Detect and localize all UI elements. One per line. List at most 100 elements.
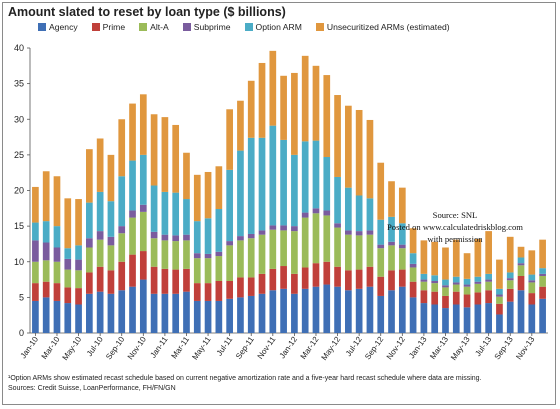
bar-segment-option-arm xyxy=(183,199,190,235)
bar-segment-unsecuritized-arms-estimated xyxy=(237,100,244,151)
bar-segment-agency xyxy=(496,314,503,333)
legend-swatch-alt-a xyxy=(139,23,148,31)
bar-segment-prime xyxy=(388,270,395,291)
bar-segment-subprime xyxy=(377,244,385,249)
bar-segment-agency xyxy=(150,293,158,333)
bar-segment-unsecuritized-arms-estimated xyxy=(334,95,341,177)
bar-segment-alt-a xyxy=(355,235,363,270)
bar-segment-option-arm xyxy=(96,191,104,232)
bar-segment-option-arm xyxy=(528,274,536,281)
bar-segment-agency xyxy=(32,300,39,333)
bar-segment-alt-a xyxy=(312,213,320,264)
bar-segment-agency xyxy=(528,304,536,333)
bar-segment-option-arm xyxy=(258,137,266,231)
y-tick-label: 15 xyxy=(14,221,24,231)
x-tick-label: Jan-12 xyxy=(278,335,300,361)
bar-segment-prime xyxy=(539,286,546,299)
bar-segment-prime xyxy=(96,266,104,292)
y-tick-label: 40 xyxy=(14,43,24,53)
footnote-option-arm: ¹Option ARMs show estimated recast sched… xyxy=(8,375,482,382)
bar-segment-unsecuritized-arms-estimated xyxy=(528,250,536,275)
bar-segment-prime xyxy=(323,261,331,285)
bar-segment-subprime xyxy=(107,236,115,246)
bar-segment-subprime xyxy=(452,282,460,285)
bar-segment-agency xyxy=(226,298,233,333)
x-tick-label: Jan-10 xyxy=(19,335,41,361)
bar-segment-alt-a xyxy=(539,276,546,287)
bar-segment-subprime xyxy=(323,210,331,216)
x-tick-label: Nov-11 xyxy=(256,335,278,361)
y-tick-label: 30 xyxy=(14,114,24,124)
bar-segment-alt-a xyxy=(247,238,255,278)
bar-segment-agency xyxy=(366,286,374,333)
bar-segment-unsecuritized-arms-estimated xyxy=(247,80,255,138)
bar-segment-option-arm xyxy=(355,195,363,232)
bar-segment-option-arm xyxy=(463,278,471,285)
bar-segment-unsecuritized-arms-estimated xyxy=(506,236,514,273)
bar-segment-prime xyxy=(258,273,266,294)
bar-segment-alt-a xyxy=(150,238,158,267)
bar-segment-agency xyxy=(247,295,255,333)
chart-frame xyxy=(2,2,556,405)
y-tick-label: 5 xyxy=(19,292,24,302)
legend-item-agency: Agency xyxy=(38,22,78,32)
bar-segment-prime xyxy=(377,276,385,296)
bar-segment-alt-a xyxy=(345,234,352,271)
bar-segment-unsecuritized-arms-estimated xyxy=(345,105,352,188)
x-tick-label: Mar-10 xyxy=(40,335,62,361)
bar-segment-alt-a xyxy=(64,269,72,288)
bar-segment-unsecuritized-arms-estimated xyxy=(172,124,180,193)
bar-segment-alt-a xyxy=(193,258,201,284)
legend-label-subprime: Subprime xyxy=(193,22,231,32)
x-tick-label: Sep-11 xyxy=(234,335,256,361)
bar-segment-alt-a xyxy=(398,248,406,270)
legend-item-prime: Prime xyxy=(91,22,125,32)
bar-segment-alt-a xyxy=(506,280,514,289)
legend-swatch-subprime xyxy=(182,23,191,31)
bar-segment-subprime xyxy=(280,225,287,231)
bar-segment-unsecuritized-arms-estimated xyxy=(388,181,395,217)
bar-segment-alt-a xyxy=(463,286,471,295)
bar-segment-alt-a xyxy=(75,270,82,289)
bar-segment-subprime xyxy=(204,253,212,259)
bar-segment-agency xyxy=(506,301,514,333)
bar-segment-subprime xyxy=(215,251,223,257)
chart-legend: Agency Prime Alt-A Subprime Option ARM U… xyxy=(38,22,450,32)
bar-segment-unsecuritized-arms-estimated xyxy=(431,241,439,276)
bar-segment-option-arm xyxy=(388,216,395,242)
bar-segment-unsecuritized-arms-estimated xyxy=(75,199,82,246)
legend-label-option-arm: Option ARM xyxy=(255,22,302,32)
bar-segment-prime xyxy=(485,290,492,304)
footnote-sources: Sources: Credit Suisse, LoanPerformance,… xyxy=(8,385,176,392)
legend-item-subprime: Subprime xyxy=(182,22,231,32)
bar-segment-prime xyxy=(442,295,449,309)
bar-segment-subprime xyxy=(496,294,503,297)
bar-segment-alt-a xyxy=(86,247,93,273)
bar-segment-alt-a xyxy=(301,217,309,268)
bar-segment-option-arm xyxy=(377,219,385,245)
bar-segment-prime xyxy=(409,281,417,298)
x-tick-label: Mar-12 xyxy=(299,335,321,361)
bar-segment-unsecuritized-arms-estimated xyxy=(452,239,460,277)
bar-segment-option-arm xyxy=(53,226,61,248)
bar-segment-prime xyxy=(139,251,147,280)
bar-segment-subprime xyxy=(258,230,266,235)
bar-segment-alt-a xyxy=(215,256,223,281)
bar-segment-alt-a xyxy=(496,296,503,304)
bar-segment-agency xyxy=(237,297,244,333)
bar-segment-unsecuritized-arms-estimated xyxy=(442,247,449,280)
bar-segment-unsecuritized-arms-estimated xyxy=(193,174,201,222)
bar-segment-unsecuritized-arms-estimated xyxy=(312,65,320,141)
bar-segment-unsecuritized-arms-estimated xyxy=(86,149,93,203)
bar-segment-option-arm xyxy=(409,253,417,264)
bar-segment-option-arm xyxy=(323,157,331,211)
bar-segment-alt-a xyxy=(139,211,147,252)
bar-segment-agency xyxy=(172,293,180,333)
bar-segment-unsecuritized-arms-estimated xyxy=(398,187,406,224)
bar-segment-prime xyxy=(204,283,212,301)
bar-segment-alt-a xyxy=(107,245,115,271)
bar-segment-agency xyxy=(377,295,385,333)
x-tick-label: Jul-10 xyxy=(85,335,105,358)
x-tick-label: Sep-12 xyxy=(363,335,385,362)
bar-segment-unsecuritized-arms-estimated xyxy=(377,162,385,220)
